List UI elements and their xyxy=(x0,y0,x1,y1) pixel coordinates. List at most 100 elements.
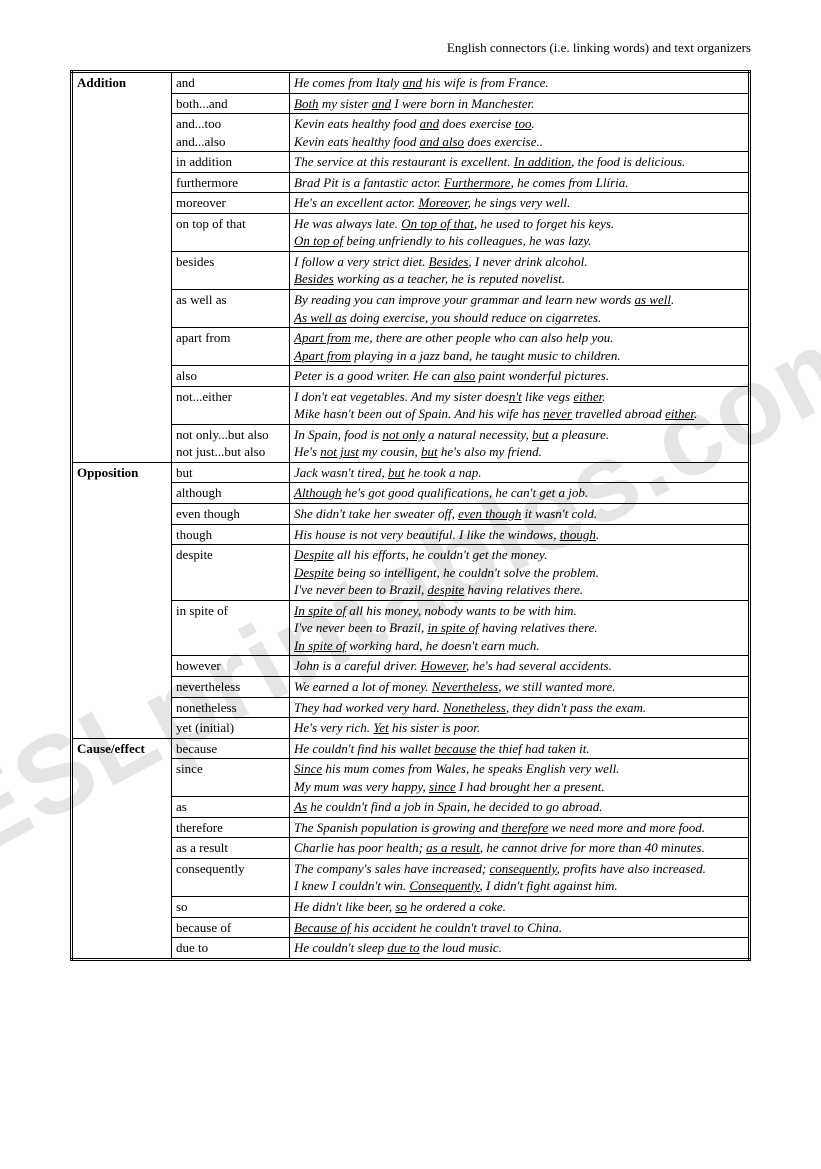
table-body: AdditionandHe comes from Italy and his w… xyxy=(72,72,750,960)
example-cell: Both my sister and I were born in Manche… xyxy=(290,93,750,114)
table-row: besidesI follow a very strict diet. Besi… xyxy=(72,251,750,289)
table-row: sinceSince his mum comes from Wales, he … xyxy=(72,759,750,797)
connector-cell: besides xyxy=(172,251,290,289)
connector-cell: so xyxy=(172,896,290,917)
example-cell: John is a careful driver. However, he's … xyxy=(290,656,750,677)
connector-cell: not...either xyxy=(172,386,290,424)
category-cell: Cause/effect xyxy=(72,738,172,959)
connector-cell: therefore xyxy=(172,817,290,838)
table-row: because ofBecause of his accident he cou… xyxy=(72,917,750,938)
table-row: alsoPeter is a good writer. He can also … xyxy=(72,366,750,387)
document-page: ESLprintables.com English connectors (i.… xyxy=(0,0,821,1169)
table-row: even thoughShe didn't take her sweater o… xyxy=(72,504,750,525)
example-cell: He's very rich. Yet his sister is poor. xyxy=(290,718,750,739)
category-cell: Addition xyxy=(72,72,172,463)
example-cell: He was always late. On top of that, he u… xyxy=(290,213,750,251)
example-cell: Since his mum comes from Wales, he speak… xyxy=(290,759,750,797)
table-row: Cause/effectbecauseHe couldn't find his … xyxy=(72,738,750,759)
table-row: yet (initial)He's very rich. Yet his sis… xyxy=(72,718,750,739)
example-cell: Jack wasn't tired, but he took a nap. xyxy=(290,462,750,483)
connector-cell: yet (initial) xyxy=(172,718,290,739)
example-cell: They had worked very hard. Nonetheless, … xyxy=(290,697,750,718)
connector-cell: as a result xyxy=(172,838,290,859)
example-cell: I don't eat vegetables. And my sister do… xyxy=(290,386,750,424)
table-row: moreoverHe's an excellent actor. Moreove… xyxy=(72,193,750,214)
table-row: howeverJohn is a careful driver. However… xyxy=(72,656,750,677)
table-row: thereforeThe Spanish population is growi… xyxy=(72,817,750,838)
example-cell: She didn't take her sweater off, even th… xyxy=(290,504,750,525)
connector-cell: nonetheless xyxy=(172,697,290,718)
connector-cell: although xyxy=(172,483,290,504)
page-title: English connectors (i.e. linking words) … xyxy=(70,40,751,56)
table-row: consequentlyThe company's sales have inc… xyxy=(72,858,750,896)
connector-cell: however xyxy=(172,656,290,677)
example-cell: He's an excellent actor. Moreover, he si… xyxy=(290,193,750,214)
connector-cell: also xyxy=(172,366,290,387)
connector-cell: nevertheless xyxy=(172,676,290,697)
example-cell: Although he's got good qualifications, h… xyxy=(290,483,750,504)
example-cell: Charlie has poor health; as a result, he… xyxy=(290,838,750,859)
example-cell: He couldn't sleep due to the loud music. xyxy=(290,938,750,960)
table-row: thoughHis house is not very beautiful. I… xyxy=(72,524,750,545)
connector-cell: both...and xyxy=(172,93,290,114)
table-row: as well asBy reading you can improve you… xyxy=(72,290,750,328)
table-row: both...andBoth my sister and I were born… xyxy=(72,93,750,114)
table-row: and...tooand...alsoKevin eats healthy fo… xyxy=(72,114,750,152)
connector-cell: even though xyxy=(172,504,290,525)
table-row: not only...but alsonot just...but alsoIn… xyxy=(72,424,750,462)
connector-cell: in addition xyxy=(172,152,290,173)
example-cell: The service at this restaurant is excell… xyxy=(290,152,750,173)
example-cell: As he couldn't find a job in Spain, he d… xyxy=(290,797,750,818)
connector-cell: not only...but alsonot just...but also xyxy=(172,424,290,462)
example-cell: Apart from me, there are other people wh… xyxy=(290,328,750,366)
example-cell: In spite of all his money, nobody wants … xyxy=(290,600,750,656)
example-cell: He couldn't find his wallet because the … xyxy=(290,738,750,759)
table-row: neverthelessWe earned a lot of money. Ne… xyxy=(72,676,750,697)
table-row: despiteDespite all his efforts, he could… xyxy=(72,545,750,601)
table-row: as a resultCharlie has poor health; as a… xyxy=(72,838,750,859)
table-row: AdditionandHe comes from Italy and his w… xyxy=(72,72,750,94)
example-cell: In Spain, food is not only a natural nec… xyxy=(290,424,750,462)
connector-cell: since xyxy=(172,759,290,797)
example-cell: The company's sales have increased; cons… xyxy=(290,858,750,896)
connector-cell: despite xyxy=(172,545,290,601)
table-row: on top of thatHe was always late. On top… xyxy=(72,213,750,251)
connector-cell: apart from xyxy=(172,328,290,366)
connectors-table: AdditionandHe comes from Italy and his w… xyxy=(70,70,751,961)
table-row: in additionThe service at this restauran… xyxy=(72,152,750,173)
table-row: furthermoreBrad Pit is a fantastic actor… xyxy=(72,172,750,193)
example-cell: He didn't like beer, so he ordered a cok… xyxy=(290,896,750,917)
connector-cell: as xyxy=(172,797,290,818)
table-row: soHe didn't like beer, so he ordered a c… xyxy=(72,896,750,917)
connector-cell: on top of that xyxy=(172,213,290,251)
connector-cell: because xyxy=(172,738,290,759)
connector-cell: consequently xyxy=(172,858,290,896)
connector-cell: and xyxy=(172,72,290,94)
connector-cell: but xyxy=(172,462,290,483)
connector-cell: in spite of xyxy=(172,600,290,656)
table-row: in spite ofIn spite of all his money, no… xyxy=(72,600,750,656)
example-cell: Peter is a good writer. He can also pain… xyxy=(290,366,750,387)
example-cell: He comes from Italy and his wife is from… xyxy=(290,72,750,94)
example-cell: The Spanish population is growing and th… xyxy=(290,817,750,838)
example-cell: We earned a lot of money. Nevertheless, … xyxy=(290,676,750,697)
table-row: althoughAlthough he's got good qualifica… xyxy=(72,483,750,504)
connector-cell: furthermore xyxy=(172,172,290,193)
category-cell: Opposition xyxy=(72,462,172,738)
table-row: apart fromApart from me, there are other… xyxy=(72,328,750,366)
connector-cell: though xyxy=(172,524,290,545)
table-row: due toHe couldn't sleep due to the loud … xyxy=(72,938,750,960)
table-row: asAs he couldn't find a job in Spain, he… xyxy=(72,797,750,818)
connector-cell: moreover xyxy=(172,193,290,214)
connector-cell: and...tooand...also xyxy=(172,114,290,152)
table-row: OppositionbutJack wasn't tired, but he t… xyxy=(72,462,750,483)
table-row: not...eitherI don't eat vegetables. And … xyxy=(72,386,750,424)
example-cell: Because of his accident he couldn't trav… xyxy=(290,917,750,938)
connector-cell: as well as xyxy=(172,290,290,328)
example-cell: Despite all his efforts, he couldn't get… xyxy=(290,545,750,601)
example-cell: By reading you can improve your grammar … xyxy=(290,290,750,328)
example-cell: I follow a very strict diet. Besides, I … xyxy=(290,251,750,289)
example-cell: Kevin eats healthy food and does exercis… xyxy=(290,114,750,152)
connector-cell: because of xyxy=(172,917,290,938)
example-cell: Brad Pit is a fantastic actor. Furthermo… xyxy=(290,172,750,193)
